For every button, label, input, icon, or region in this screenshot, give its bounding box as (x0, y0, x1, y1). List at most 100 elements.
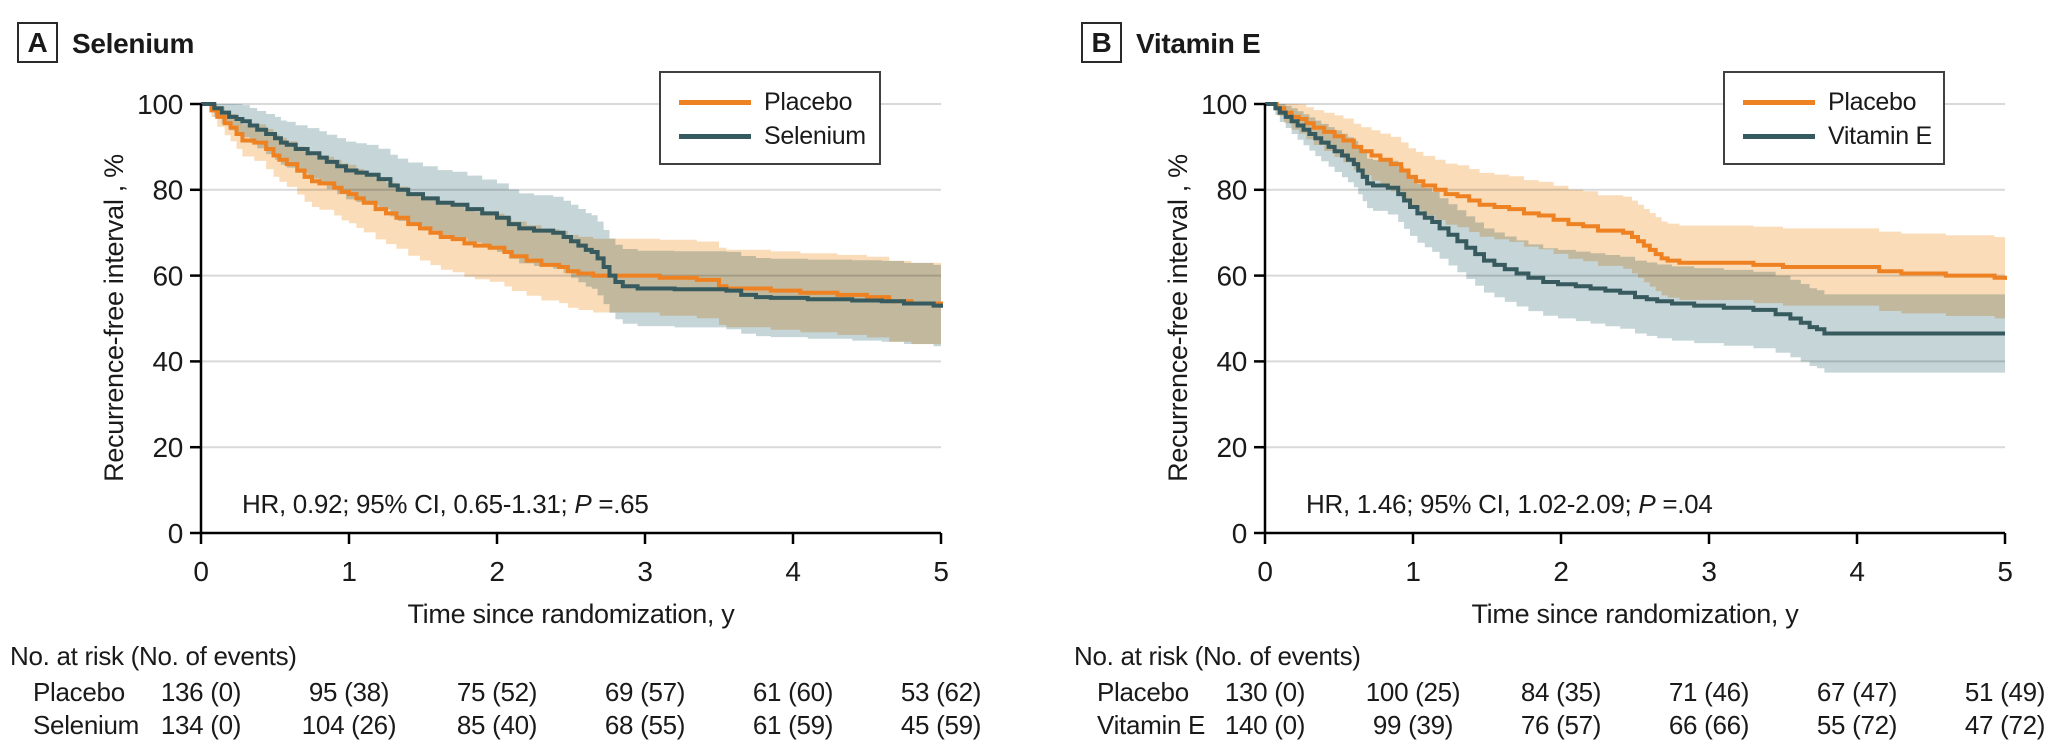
y-tick-label: 0 (1232, 518, 1247, 549)
y-axis-label: Recurrence-free interval , % (99, 154, 129, 482)
curve-placebo (201, 102, 943, 306)
placebo-line-swatch (679, 99, 751, 105)
risk-cell: 84 (35) (1520, 677, 1602, 707)
x-tick-label: 5 (933, 556, 948, 587)
panel-label: B (1091, 26, 1112, 58)
risk-cell: 69 (57) (604, 677, 686, 707)
p-value: =.65 (591, 489, 649, 519)
ci-band-vitamin-e (1265, 104, 2005, 375)
legend-item-vitamin-e: Vitamin E (1743, 119, 1943, 153)
legend-label: Placebo (764, 87, 853, 116)
p-value: =.04 (1655, 489, 1713, 519)
y-tick-label: 80 (1216, 175, 1247, 206)
axes: 0 20 40 60 80 100 0 1 2 3 4 5 (1201, 89, 2013, 587)
y-tick-label: 0 (168, 518, 183, 549)
p-symbol: P (574, 489, 592, 519)
x-tick-label: 0 (1257, 556, 1272, 587)
x-tick-label: 3 (637, 556, 652, 587)
risk-cell: 53 (62) (900, 677, 982, 707)
risk-cell: 140 (0) (1224, 710, 1306, 740)
selenium-survival-chart: 0 20 40 60 80 100 0 1 2 3 4 5 (137, 89, 949, 587)
y-tick-label: 100 (1201, 89, 1247, 120)
y-tick-label: 60 (152, 260, 183, 291)
x-tick-label: 4 (785, 556, 800, 587)
selenium-line-swatch (679, 133, 751, 139)
y-tick-label: 20 (1216, 432, 1247, 463)
panel-label-box: A (17, 22, 58, 63)
y-tick-label: 20 (152, 432, 183, 463)
hr-text: HR, 0.92; 95% CI, 0.65-1.31; (242, 489, 575, 519)
y-tick-label: 60 (1216, 260, 1247, 291)
risk-table-header: No. at risk (No. of events) (1074, 641, 1361, 671)
curve-vitamin-e (1265, 102, 2005, 336)
risk-row-label: Placebo (33, 677, 125, 707)
risk-cell: 99 (39) (1372, 710, 1454, 740)
survival-curves (1265, 102, 2007, 336)
risk-cell: 67 (47) (1816, 677, 1898, 707)
risk-cell: 104 (26) (301, 710, 397, 740)
hr-annotation: HR, 0.92; 95% CI, 0.65-1.31; P =.65 (242, 489, 649, 520)
legend-label: Vitamin E (1828, 121, 1932, 150)
panel-title: Vitamin E (1136, 28, 1261, 59)
y-tick-label: 80 (152, 175, 183, 206)
risk-cell: 66 (66) (1668, 710, 1750, 740)
y-tick-label: 40 (152, 346, 183, 377)
axes: 0 20 40 60 80 100 0 1 2 3 4 5 (137, 89, 949, 587)
risk-cell: 61 (59) (752, 710, 834, 740)
x-tick-label: 2 (1553, 556, 1568, 587)
risk-cell: 68 (55) (604, 710, 686, 740)
x-tick-label: 5 (1997, 556, 2012, 587)
panel-label: A (27, 26, 48, 58)
risk-cell: 45 (59) (900, 710, 982, 740)
x-tick-label: 1 (341, 556, 356, 587)
x-tick-label: 2 (489, 556, 504, 587)
risk-cell: 100 (25) (1365, 677, 1461, 707)
x-tick-label: 1 (1405, 556, 1420, 587)
legend-item-selenium: Selenium (679, 119, 879, 153)
legend: Placebo Vitamin E (1723, 71, 1945, 165)
risk-cell: 71 (46) (1668, 677, 1750, 707)
risk-row-label: Selenium (33, 710, 139, 740)
y-axis-label: Recurrence-free interval , % (1163, 154, 1193, 482)
vitamin-e-line-swatch (1743, 133, 1815, 139)
y-tick-label: 100 (137, 89, 183, 120)
risk-table-header: No. at risk (No. of events) (10, 641, 297, 671)
legend: Placebo Selenium (659, 71, 881, 165)
risk-row-label: Vitamin E (1097, 710, 1206, 740)
legend-item-placebo: Placebo (1743, 85, 1943, 119)
x-axis-label: Time since randomization, y (407, 599, 735, 629)
x-axis-label: Time since randomization, y (1471, 599, 1799, 629)
risk-row-label: Placebo (1097, 677, 1189, 707)
risk-cell: 130 (0) (1224, 677, 1306, 707)
risk-cell: 51 (49) (1964, 677, 2046, 707)
curve-selenium (201, 102, 943, 308)
risk-cell: 61 (60) (752, 677, 834, 707)
vitamin-e-survival-chart: 0 20 40 60 80 100 0 1 2 3 4 5 (1201, 89, 2013, 587)
y-tick-label: 40 (1216, 346, 1247, 377)
curve-placebo (1265, 102, 2007, 280)
risk-cell: 55 (72) (1816, 710, 1898, 740)
placebo-line-swatch (1743, 99, 1815, 105)
risk-cell: 47 (72) (1964, 710, 2046, 740)
risk-cell: 134 (0) (160, 710, 242, 740)
panel-selenium: 0 20 40 60 80 100 0 1 2 3 4 5 A Selenium Recurrence… (10, 22, 982, 740)
panel-title: Selenium (72, 28, 195, 59)
panel-label-box: B (1081, 22, 1122, 63)
risk-cell: 75 (52) (456, 677, 538, 707)
risk-cell: 76 (57) (1520, 710, 1602, 740)
legend-item-placebo: Placebo (679, 85, 879, 119)
legend-label: Selenium (764, 121, 866, 150)
legend-label: Placebo (1828, 87, 1917, 116)
hr-annotation: HR, 1.46; 95% CI, 1.02-2.09; P =.04 (1306, 489, 1713, 520)
p-symbol: P (1638, 489, 1656, 519)
risk-cell: 136 (0) (160, 677, 242, 707)
panel-vitamin-e: 0 20 40 60 80 100 0 1 2 3 4 5 B Vitamin E Recurrenc… (1064, 0, 2048, 749)
x-tick-label: 3 (1701, 556, 1716, 587)
x-tick-label: 0 (193, 556, 208, 587)
risk-cell: 85 (40) (456, 710, 538, 740)
risk-cell: 95 (38) (308, 677, 390, 707)
survival-curves (201, 102, 943, 308)
x-tick-label: 4 (1849, 556, 1864, 587)
hr-text: HR, 1.46; 95% CI, 1.02-2.09; (1306, 489, 1639, 519)
